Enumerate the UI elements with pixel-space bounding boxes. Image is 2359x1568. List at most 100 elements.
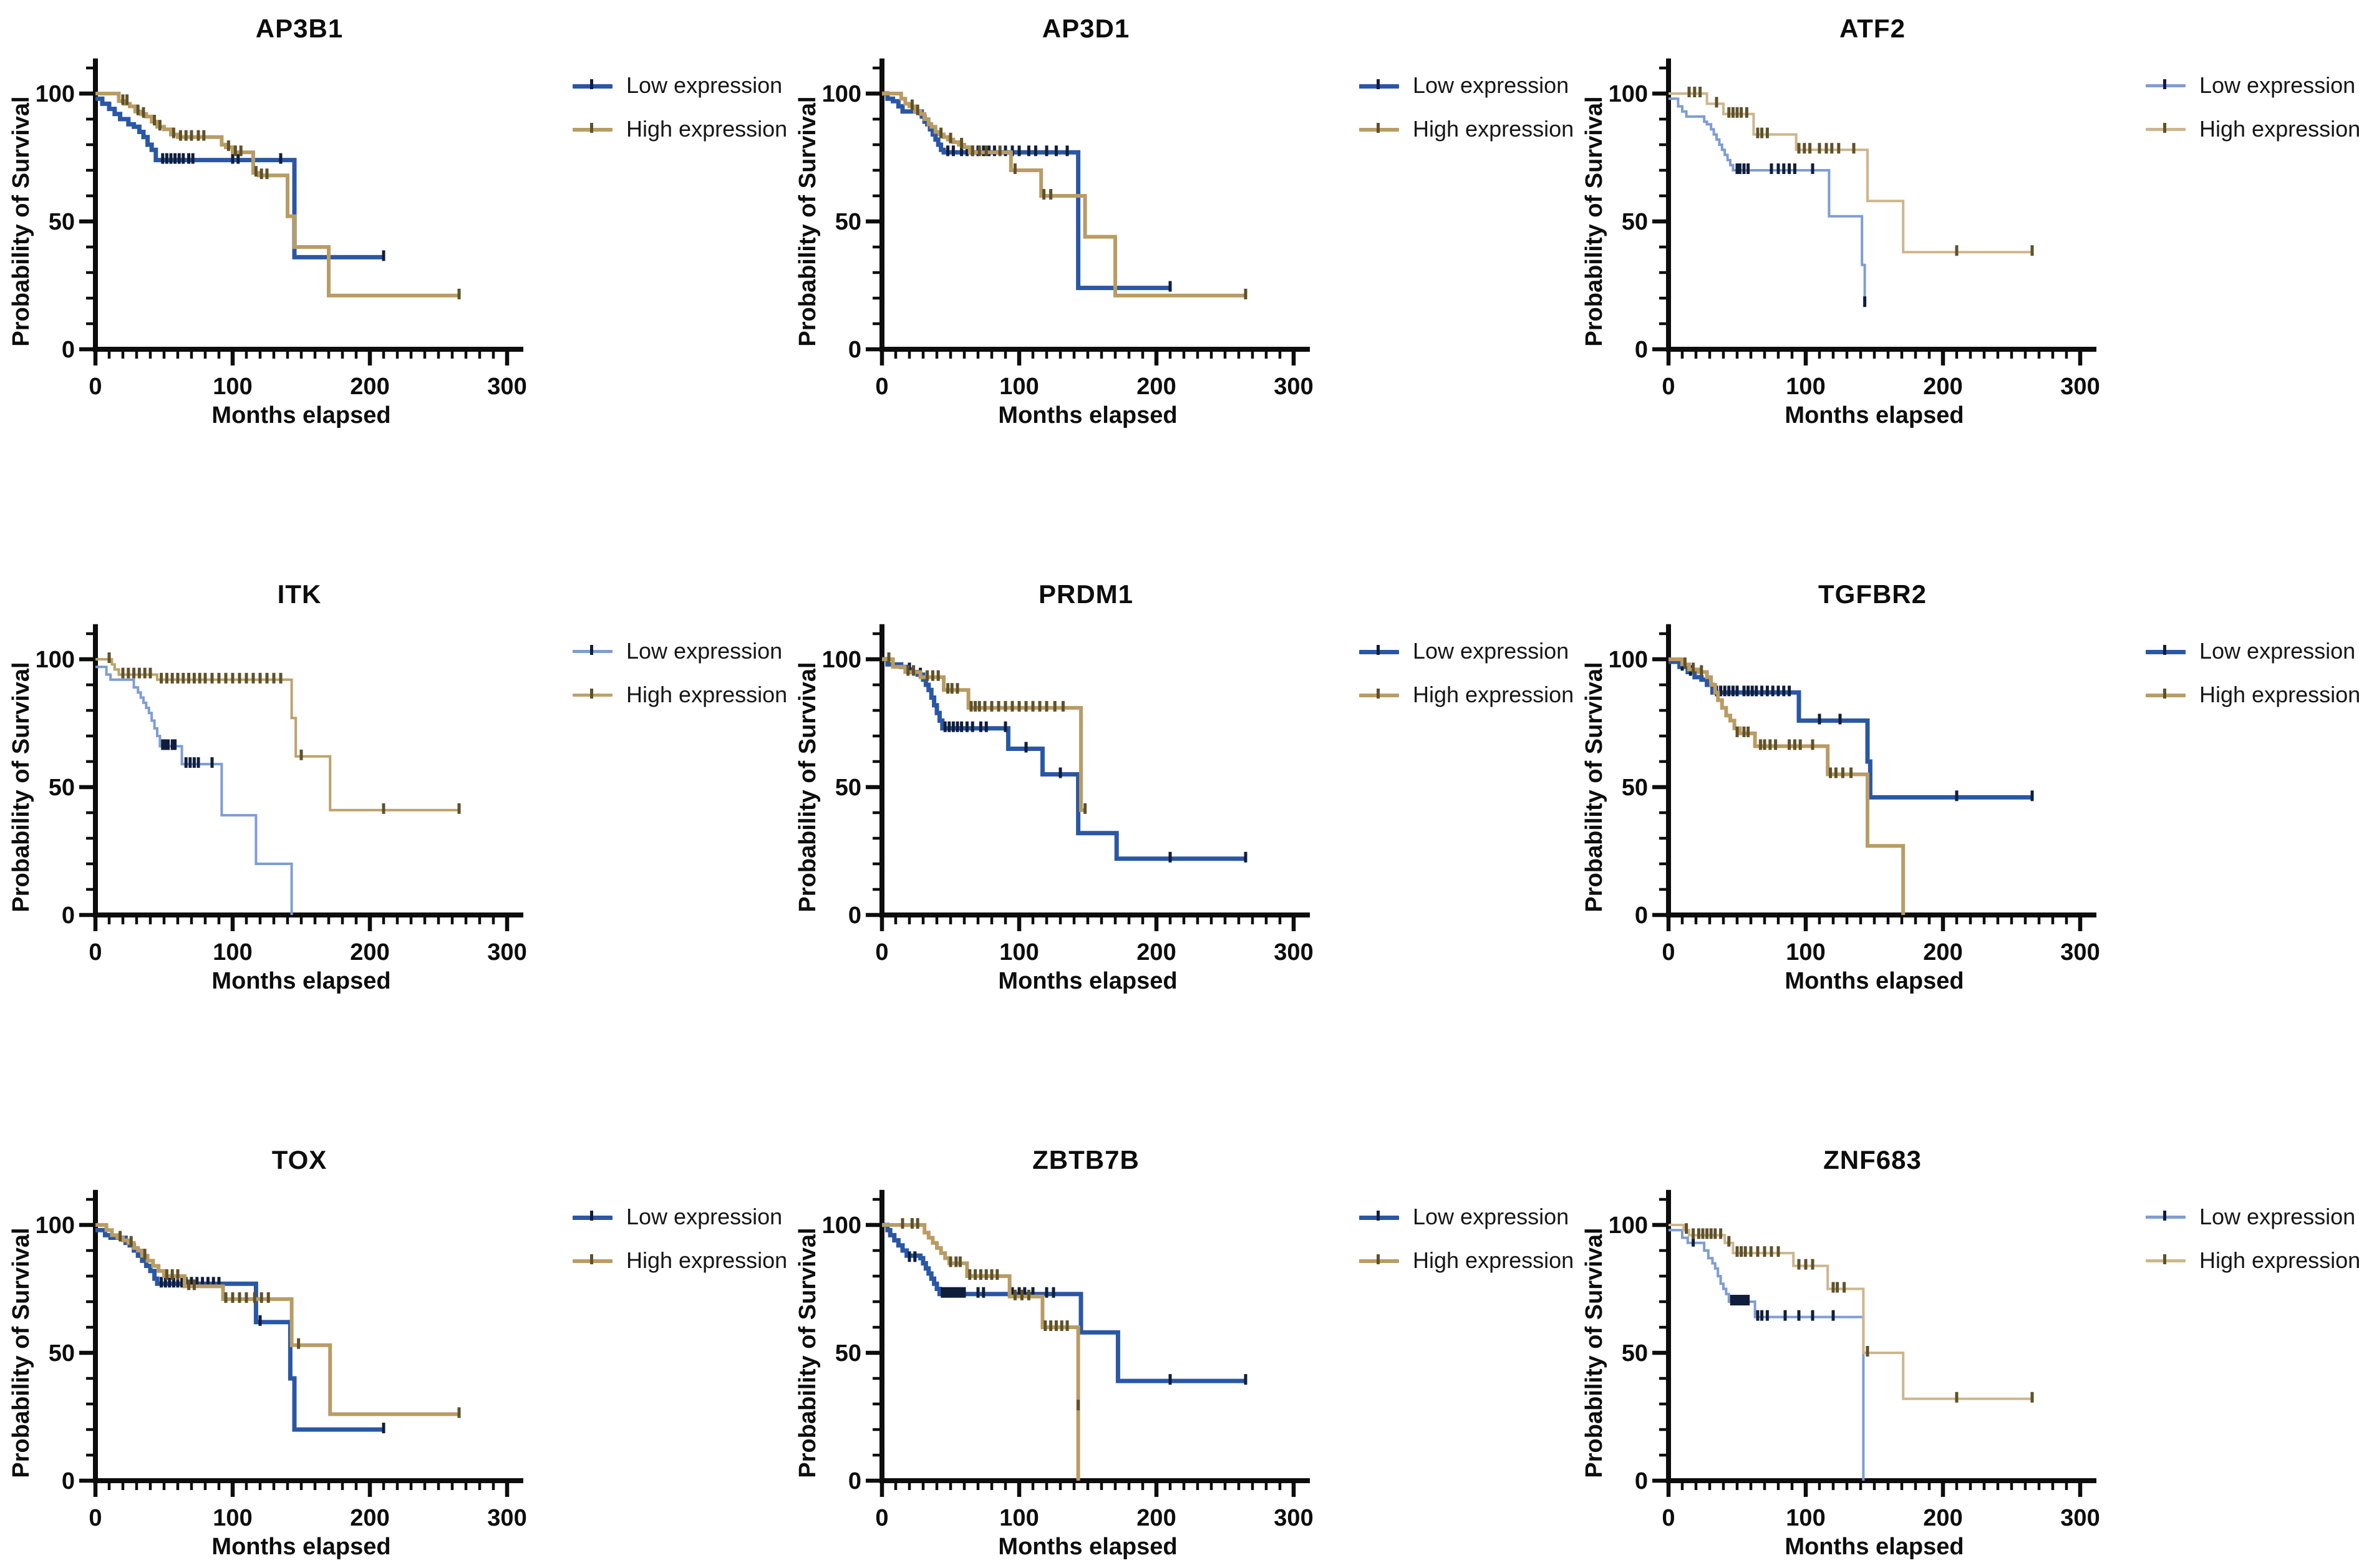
legend-item-high-expression: High expression (1359, 116, 1574, 142)
svg-text:100: 100 (213, 1505, 252, 1531)
svg-text:0: 0 (1635, 1468, 1648, 1494)
svg-text:300: 300 (1274, 374, 1313, 400)
svg-text:200: 200 (1923, 1505, 1962, 1531)
svg-text:100: 100 (999, 374, 1039, 400)
svg-text:Probability of Survival: Probability of Survival (795, 662, 821, 912)
svg-text:Probability of Survival: Probability of Survival (8, 662, 34, 912)
legend-line-swatch (2146, 122, 2186, 136)
legend-item-low-expression: Low expression (1359, 72, 1574, 99)
svg-text:0: 0 (875, 939, 888, 965)
km-plot: 0 100 200 300 0 50 100 Months elapsed Probabilit… (787, 566, 1572, 1002)
svg-text:Months elapsed: Months elapsed (211, 968, 390, 994)
svg-text:0: 0 (62, 337, 75, 363)
svg-text:Months elapsed: Months elapsed (998, 968, 1177, 994)
panel-title: ZBTB7B (1032, 1145, 1140, 1174)
svg-text:50: 50 (49, 1340, 75, 1367)
legend-label: High expression (626, 1247, 788, 1273)
legend-label: Low expression (626, 1204, 783, 1229)
svg-text:0: 0 (62, 903, 75, 929)
svg-text:Probability of Survival: Probability of Survival (1581, 96, 1607, 346)
svg-text:100: 100 (822, 647, 861, 673)
svg-text:Months elapsed: Months elapsed (1785, 1534, 1964, 1560)
legend-label: Low expression (1413, 638, 1569, 664)
survival-panel-zbtb7b: 0 100 200 300 0 50 100 Months elapsed Probabilit… (787, 1131, 1574, 1568)
censor-tick-icon (2163, 79, 2166, 89)
legend-label: High expression (2199, 682, 2359, 707)
legend-item-high-expression: High expression (573, 1247, 787, 1274)
legend-item-low-expression: Low expression (2146, 1204, 2359, 1230)
legend-label: Low expression (1413, 72, 1569, 98)
svg-text:Months elapsed: Months elapsed (998, 402, 1177, 428)
svg-text:Probability of Survival: Probability of Survival (795, 1227, 821, 1478)
survival-panel-tox: 0 100 200 300 0 50 100 Months elapsed Probabilit… (0, 1131, 787, 1568)
legend-line-swatch (2146, 1210, 2186, 1224)
legend-label: Low expression (2199, 1204, 2356, 1229)
legend-line-swatch (2146, 644, 2186, 658)
legend-label: High expression (1413, 682, 1574, 707)
km-plot: 0 100 200 300 0 50 100 Months elapsed Probabilit… (787, 1131, 1572, 1568)
svg-text:100: 100 (36, 1212, 75, 1239)
svg-text:200: 200 (1136, 374, 1176, 400)
svg-text:0: 0 (1635, 903, 1648, 929)
legend-label: High expression (2199, 1247, 2359, 1273)
legend-line-swatch (573, 1254, 613, 1267)
legend-line-swatch (573, 688, 613, 702)
legend-line-swatch (1359, 122, 1399, 136)
svg-text:300: 300 (2060, 1505, 2100, 1531)
legend-line-swatch (1359, 1210, 1399, 1224)
svg-text:0: 0 (89, 1505, 102, 1531)
survival-panel-itk: 0 100 200 300 0 50 100 Months elapsed Probabilit… (0, 566, 787, 1002)
svg-text:100: 100 (1609, 81, 1648, 107)
km-plot: 0 100 200 300 0 50 100 Months elapsed Probabilit… (787, 0, 1572, 437)
legend-label: Low expression (626, 72, 783, 98)
legend-line-swatch (1359, 1254, 1399, 1267)
svg-text:300: 300 (1274, 1505, 1313, 1531)
svg-text:0: 0 (1662, 374, 1675, 400)
legend-item-high-expression: High expression (2146, 682, 2359, 708)
legend-item-high-expression: High expression (2146, 116, 2359, 142)
svg-text:200: 200 (1136, 1505, 1176, 1531)
svg-text:Probability of Survival: Probability of Survival (795, 96, 821, 346)
legend: Low expression High expression (573, 72, 787, 142)
svg-text:0: 0 (848, 903, 861, 929)
km-plot: 0 100 200 300 0 50 100 Months elapsed Probabilit… (0, 1131, 786, 1568)
svg-text:0: 0 (1635, 337, 1648, 363)
legend-item-high-expression: High expression (1359, 1247, 1574, 1274)
svg-text:100: 100 (822, 1212, 861, 1239)
survival-panel-ap3d1: 0 100 200 300 0 50 100 Months elapsed Probabilit… (787, 0, 1574, 437)
svg-text:0: 0 (875, 374, 888, 400)
censor-tick-icon (590, 123, 593, 133)
legend-line-swatch (573, 1210, 613, 1224)
svg-text:200: 200 (1923, 374, 1962, 400)
svg-text:50: 50 (1622, 775, 1648, 801)
legend-item-low-expression: Low expression (2146, 638, 2359, 664)
legend-item-high-expression: High expression (2146, 1247, 2359, 1274)
svg-text:Months elapsed: Months elapsed (998, 1534, 1177, 1560)
censor-tick-icon (1377, 645, 1380, 655)
censor-tick-icon (590, 1254, 593, 1264)
svg-text:0: 0 (62, 1468, 75, 1494)
svg-text:100: 100 (999, 939, 1039, 965)
legend-label: High expression (1413, 116, 1574, 142)
survival-panel-atf2: 0 100 200 300 0 50 100 Months elapsed Probabilit… (1573, 0, 2359, 437)
km-plot: 0 100 200 300 0 50 100 Months elapsed Probabilit… (1573, 1131, 2359, 1568)
censor-tick-icon (1377, 1254, 1380, 1264)
legend: Low expression High expression (1359, 638, 1574, 708)
svg-text:Probability of Survival: Probability of Survival (8, 1227, 34, 1478)
legend-line-swatch (2146, 79, 2186, 92)
svg-text:Months elapsed: Months elapsed (1785, 402, 1964, 428)
survival-panel-ap3b1: 0 100 200 300 0 50 100 Months elapsed Probabilit… (0, 0, 787, 437)
svg-text:Months elapsed: Months elapsed (1785, 968, 1964, 994)
svg-text:100: 100 (213, 374, 252, 400)
legend-item-low-expression: Low expression (1359, 1204, 1574, 1230)
svg-text:300: 300 (1274, 939, 1313, 965)
svg-text:300: 300 (2060, 939, 2100, 965)
svg-text:Probability of Survival: Probability of Survival (1581, 662, 1607, 912)
panel-title: TOX (271, 1145, 327, 1174)
censor-tick-icon (590, 79, 593, 89)
panel-title: ITK (277, 579, 322, 609)
svg-text:100: 100 (1786, 374, 1825, 400)
svg-text:Months elapsed: Months elapsed (211, 402, 390, 428)
legend: Low expression High expression (573, 638, 787, 708)
svg-text:200: 200 (1923, 939, 1962, 965)
